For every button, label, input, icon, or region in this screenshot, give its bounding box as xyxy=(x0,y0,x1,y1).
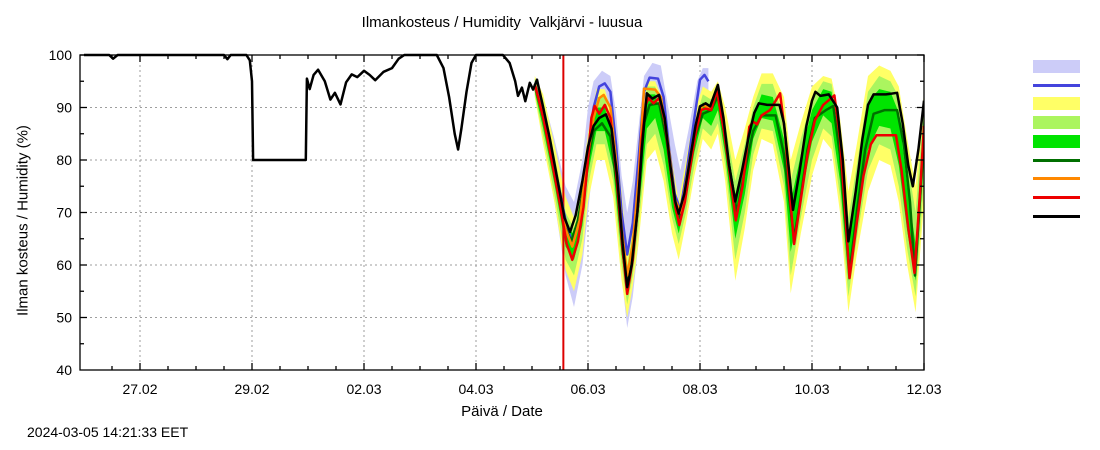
y-tick-label: 90 xyxy=(56,100,72,116)
y-tick-label: 50 xyxy=(56,310,72,326)
legend-swatch-band xyxy=(1033,97,1080,111)
y-tick-label: 60 xyxy=(56,257,72,273)
legend-swatch-line xyxy=(1033,195,1080,199)
legend-swatch-line xyxy=(1033,214,1080,218)
legend-swatch-line xyxy=(1033,177,1080,181)
series-havainto xyxy=(84,53,924,289)
band-p75_25 xyxy=(534,81,924,294)
x-tick-label: 08.03 xyxy=(682,381,717,397)
y-tick-label: 100 xyxy=(49,47,73,63)
x-tick-label: 29.02 xyxy=(234,381,269,397)
y-tick-label: 70 xyxy=(56,205,72,221)
x-axis-label: Päivä / Date xyxy=(461,403,543,420)
x-tick-label: 06.03 xyxy=(570,381,605,397)
creation-timestamp: 2024-03-05 14:21:33 EET xyxy=(27,424,189,440)
x-tick-label: 04.03 xyxy=(458,381,493,397)
legend-swatch-band xyxy=(1033,60,1080,73)
x-tick-label: 10.03 xyxy=(794,381,829,397)
legend-swatch-band xyxy=(1033,134,1080,148)
legend-swatch-band xyxy=(1033,116,1080,130)
x-tick-label: 02.03 xyxy=(346,381,381,397)
x-tick-label: 27.02 xyxy=(122,381,157,397)
legend-swatch-line xyxy=(1033,158,1080,162)
chart-title: Ilmankosteus / Humidity Valkjärvi - luus… xyxy=(361,14,643,31)
legend-swatch-line xyxy=(1033,83,1080,87)
y-tick-label: 80 xyxy=(56,152,72,168)
y-tick-label: 40 xyxy=(56,362,72,378)
x-tick-label: 12.03 xyxy=(906,381,941,397)
